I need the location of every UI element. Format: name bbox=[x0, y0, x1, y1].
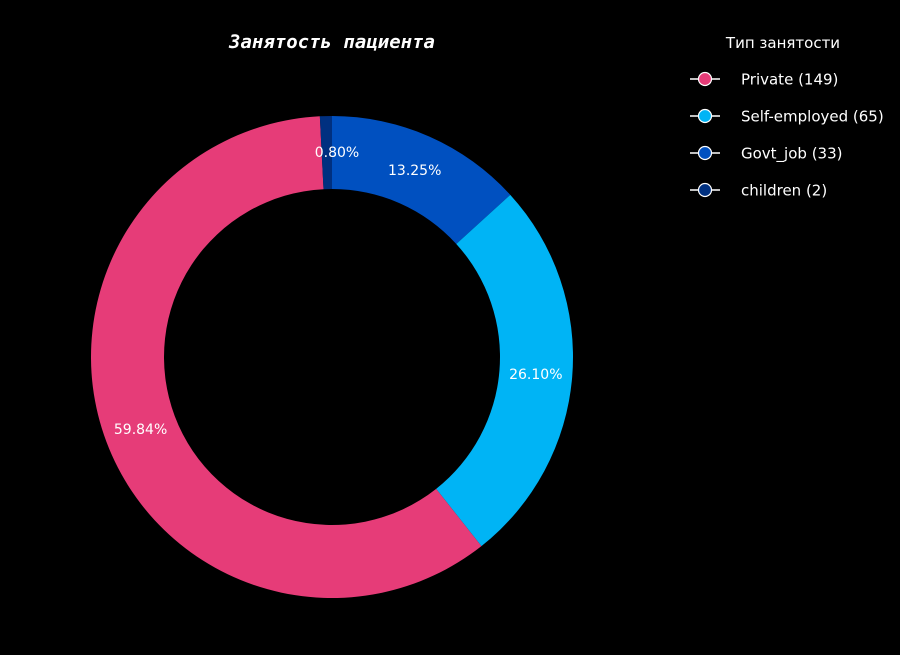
legend-marker bbox=[697, 182, 713, 198]
percent-label-children: 0.80% bbox=[315, 145, 359, 161]
legend-marker bbox=[697, 108, 713, 124]
legend-item-self-employed: Self-employed (65) bbox=[690, 108, 884, 126]
donut-slices bbox=[91, 116, 574, 598]
legend-label: children (2) bbox=[741, 182, 827, 200]
legend: Тип занятости Private (149) Self-employed… bbox=[690, 34, 884, 200]
percent-labels: 13.25% 26.10% 59.84% 0.80% bbox=[114, 145, 563, 438]
chart-title: Занятость пациента bbox=[228, 31, 435, 53]
slice-govt-job bbox=[332, 116, 511, 244]
legend-label: Private (149) bbox=[741, 71, 838, 89]
percent-label-private: 59.84% bbox=[114, 422, 167, 438]
slice-private bbox=[91, 116, 482, 598]
legend-marker bbox=[697, 145, 713, 161]
slice-children bbox=[319, 116, 332, 190]
legend-item-children: children (2) bbox=[690, 182, 827, 200]
legend-item-govt-job: Govt_job (33) bbox=[690, 145, 842, 164]
legend-label: Self-employed (65) bbox=[741, 108, 884, 126]
legend-item-private: Private (149) bbox=[690, 71, 838, 89]
legend-label: Govt_job (33) bbox=[741, 145, 842, 164]
percent-label-govt-job: 13.25% bbox=[388, 163, 441, 179]
percent-label-self-employed: 26.10% bbox=[509, 367, 562, 383]
legend-title: Тип занятости bbox=[725, 34, 840, 52]
slice-self-employed bbox=[436, 194, 574, 547]
legend-marker bbox=[697, 71, 713, 87]
